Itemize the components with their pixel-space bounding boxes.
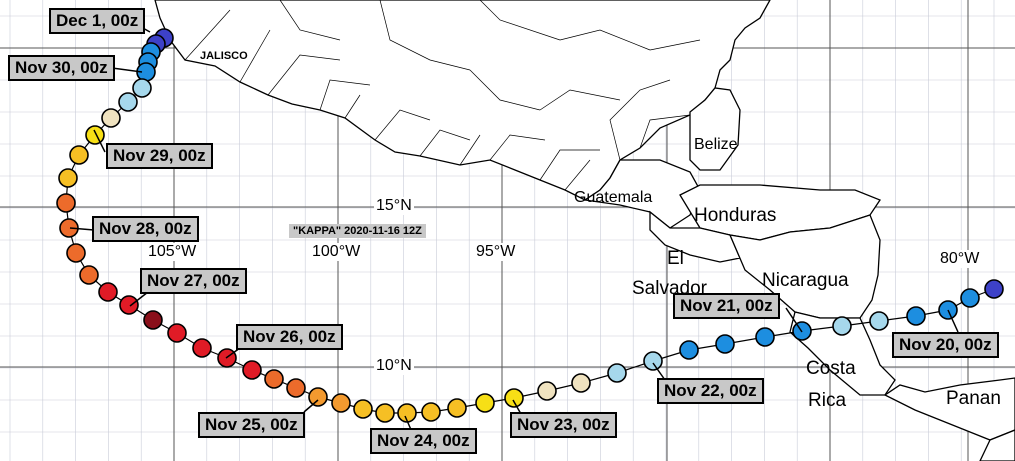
date-label-nov28: Nov 28, 00z — [92, 216, 199, 242]
track-point — [475, 393, 495, 413]
track-point — [192, 338, 212, 358]
date-label-nov21: Nov 21, 00z — [673, 293, 780, 319]
belize-label: Belize — [694, 136, 738, 153]
date-label-nov29: Nov 29, 00z — [106, 143, 213, 169]
track-point — [286, 378, 306, 398]
guatemala-label: Guatemala — [574, 189, 653, 206]
date-label-nov20: Nov 20, 00z — [892, 332, 999, 358]
panama-label: Panan — [946, 388, 1001, 409]
storm-label: "KAPPA" 2020-11-16 12Z — [289, 224, 426, 238]
track-point — [66, 243, 86, 263]
costa-rica-landmass — [789, 311, 896, 396]
track-point — [679, 340, 699, 360]
date-label-nov23: Nov 23, 00z — [510, 412, 617, 438]
track-point — [143, 310, 163, 330]
track-point — [69, 145, 89, 165]
track-point — [960, 288, 980, 308]
track-point — [607, 363, 627, 383]
track-point — [98, 282, 118, 302]
costa-label: Costa — [806, 358, 856, 379]
date-label-nov22: Nov 22, 00z — [657, 378, 764, 404]
track-point — [353, 399, 373, 419]
track-point — [85, 125, 105, 145]
lon-80-label: 80°W — [938, 250, 982, 268]
belize-landmass — [689, 87, 741, 171]
track-points — [56, 28, 1004, 423]
jalisco-label: JALISCO — [200, 50, 248, 62]
track-point — [58, 168, 78, 188]
track-point — [537, 381, 557, 401]
track-point — [331, 393, 351, 413]
track-point — [755, 327, 775, 347]
lon-100-label: 100°W — [310, 243, 363, 261]
track-point — [715, 334, 735, 354]
track-point — [643, 351, 663, 371]
rica-label: Rica — [808, 390, 847, 411]
track-point — [308, 387, 328, 407]
date-label-nov25: Nov 25, 00z — [198, 412, 305, 438]
track-point — [421, 402, 441, 422]
track-point — [447, 398, 467, 418]
track-point — [79, 265, 99, 285]
track-point — [264, 369, 284, 389]
date-label-nov30: Nov 30, 00z — [8, 55, 115, 81]
date-label-dec1: Dec 1, 00z — [49, 8, 146, 34]
track-point — [375, 403, 395, 423]
track-point — [132, 78, 152, 98]
panama-landmass — [883, 377, 1015, 441]
south-america-landmass — [979, 429, 1015, 461]
mexico-landmass — [154, 0, 771, 201]
track-point — [242, 360, 262, 380]
date-label-nov26: Nov 26, 00z — [236, 324, 343, 350]
track-point — [101, 108, 121, 128]
label-pointers — [69, 21, 959, 433]
honduras-label: Honduras — [694, 205, 777, 226]
track-point — [906, 306, 926, 326]
track-point — [984, 279, 1004, 299]
nicaragua-label: Nicaragua — [762, 270, 849, 291]
el-label: El — [667, 248, 684, 269]
lat-10-label: 10°N — [374, 357, 414, 375]
land — [154, 0, 1015, 461]
track-point — [119, 295, 139, 315]
el-salvador-landmass — [649, 210, 741, 263]
lat-15-label: 15°N — [374, 197, 414, 215]
guatemala-landmass — [583, 159, 701, 229]
date-label-nov27: Nov 27, 00z — [140, 268, 247, 294]
mexico-state-lines — [184, 0, 701, 191]
track-point — [869, 311, 889, 331]
date-label-nov24: Nov 24, 00z — [370, 428, 477, 454]
lon-105-label: 105°W — [146, 243, 199, 261]
track-point — [118, 92, 138, 112]
track-point — [571, 373, 591, 393]
track-point — [832, 316, 852, 336]
track-point — [56, 193, 76, 213]
track-point — [167, 323, 187, 343]
lon-95-label: 95°W — [474, 243, 518, 261]
track-point — [504, 388, 524, 408]
